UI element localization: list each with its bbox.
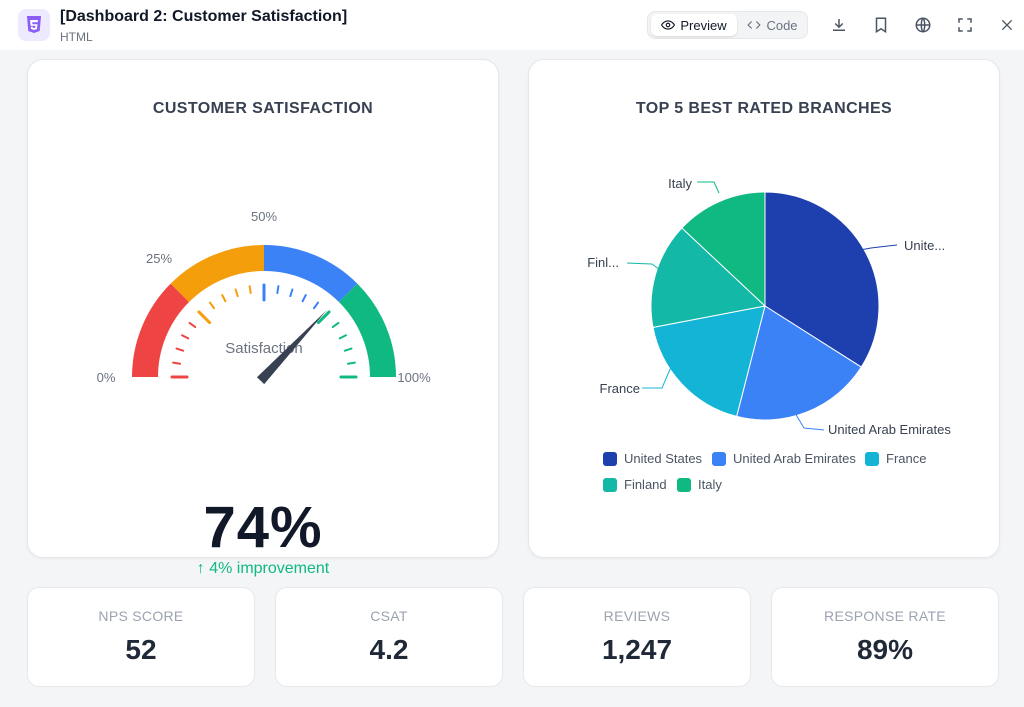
close-icon[interactable] bbox=[996, 14, 1018, 36]
legend-item-france[interactable]: France bbox=[865, 451, 926, 466]
gauge-label-100: 100% bbox=[397, 370, 431, 385]
gauge-label-50: 50% bbox=[251, 209, 277, 224]
legend-swatch bbox=[603, 477, 617, 492]
gauge-tick bbox=[175, 347, 185, 352]
gauge-segment-green bbox=[338, 283, 396, 377]
stat-label: REVIEWS bbox=[603, 608, 671, 624]
pie-label-france: France bbox=[600, 381, 640, 396]
stat-value: 1,247 bbox=[601, 634, 673, 665]
gauge-tick bbox=[188, 321, 197, 329]
pie-label-italy: Italy bbox=[668, 176, 692, 191]
gauge-tick bbox=[181, 334, 190, 340]
branches-pie-chart: Unite... United Arab Emirates France Fin… bbox=[587, 176, 951, 437]
callout-line-finland bbox=[626, 262, 664, 273]
callout-line-italy bbox=[697, 181, 720, 194]
satisfaction-card-title: CUSTOMER SATISFACTION bbox=[152, 100, 374, 117]
gauge-tick bbox=[312, 301, 320, 310]
globe-icon[interactable] bbox=[912, 14, 934, 36]
gauge-tick bbox=[208, 301, 216, 310]
satisfaction-value: 74% bbox=[203, 495, 323, 560]
code-label: Code bbox=[766, 17, 798, 33]
gauge-tick bbox=[221, 294, 227, 303]
gauge-tick bbox=[316, 310, 331, 325]
stat-card-csat: CSAT 4.2 bbox=[275, 587, 503, 687]
satisfaction-card: CUSTOMER SATISFACTION 0% 25% 50% 100% Sa… bbox=[27, 59, 499, 577]
legend-swatch bbox=[677, 477, 691, 492]
download-icon[interactable] bbox=[828, 14, 850, 36]
bookmark-icon[interactable] bbox=[870, 14, 892, 36]
gauge-tick bbox=[346, 361, 356, 365]
pie-label-uae: United Arab Emirates bbox=[828, 422, 951, 437]
pie-label-finland: Finl... bbox=[587, 255, 619, 270]
pie-slice-united-arab-emirates[interactable] bbox=[736, 305, 862, 421]
gauge-segment-blue bbox=[264, 245, 358, 303]
code-tab[interactable]: Code bbox=[740, 14, 805, 36]
legend-item-uae[interactable]: United Arab Emirates bbox=[712, 451, 856, 466]
preview-label: Preview bbox=[680, 17, 727, 33]
legend-label: Finland bbox=[624, 477, 667, 492]
pie-slice-finland[interactable] bbox=[650, 227, 767, 328]
html5-icon bbox=[18, 9, 50, 41]
window-title: [Dashboard 2: Customer Satisfaction] bbox=[60, 8, 348, 25]
file-type-label: HTML bbox=[60, 30, 93, 44]
stat-value: 52 bbox=[125, 634, 157, 665]
legend-item-united-states[interactable]: United States bbox=[603, 451, 702, 466]
gauge-tick bbox=[248, 285, 252, 295]
legend-item-italy[interactable]: Italy bbox=[677, 477, 722, 492]
pie-slice-united-states[interactable] bbox=[764, 191, 880, 368]
legend-label: Italy bbox=[698, 477, 722, 492]
legend-item-finland[interactable]: Finland bbox=[603, 477, 667, 492]
stat-card-reviews: REVIEWS 1,247 bbox=[523, 587, 751, 687]
gauge-tick bbox=[289, 288, 294, 298]
improvement-indicator: ↑ 4% improvement bbox=[196, 560, 330, 577]
gauge-tick bbox=[343, 347, 353, 352]
callout-line-uae bbox=[791, 407, 825, 431]
legend-label: United States bbox=[624, 451, 703, 466]
preview-tab[interactable]: Preview bbox=[651, 14, 737, 36]
gauge-tick bbox=[276, 285, 280, 295]
stat-value: 89% bbox=[856, 634, 914, 665]
stat-label: NPS SCORE bbox=[98, 608, 184, 624]
legend-swatch bbox=[603, 451, 617, 466]
fullscreen-icon[interactable] bbox=[954, 14, 976, 36]
gauge-tick bbox=[197, 310, 212, 325]
stat-label: CSAT bbox=[370, 608, 408, 624]
satisfaction-gauge: 0% 25% 50% 100% Satisfaction bbox=[97, 209, 431, 385]
gauge-tick bbox=[331, 321, 340, 329]
stat-card-nps: NPS SCORE 52 bbox=[27, 587, 255, 687]
callout-line-united-states bbox=[859, 244, 898, 251]
gauge-tick bbox=[172, 361, 182, 365]
pie-slice-italy[interactable] bbox=[681, 191, 766, 308]
branches-card-title: TOP 5 BEST RATED BRANCHES bbox=[635, 100, 893, 117]
gauge-tick bbox=[234, 288, 239, 298]
code-icon bbox=[747, 21, 762, 29]
callout-line-france bbox=[642, 366, 672, 389]
pie-label-united-states: Unite... bbox=[904, 238, 945, 253]
gauge-label-0: 0% bbox=[97, 370, 116, 385]
gauge-needle bbox=[256, 309, 327, 385]
window-header: [Dashboard 2: Customer Satisfaction] HTM… bbox=[0, 0, 1024, 50]
stat-value: 4.2 bbox=[369, 634, 409, 665]
legend-label: United Arab Emirates bbox=[733, 451, 856, 466]
gauge-tick bbox=[338, 334, 347, 340]
gauge-label-25: 25% bbox=[146, 251, 172, 266]
stat-label: RESPONSE RATE bbox=[824, 608, 946, 624]
legend-swatch bbox=[712, 451, 726, 466]
gauge-segment-orange bbox=[170, 245, 264, 303]
gauge-tick bbox=[301, 294, 307, 303]
gauge-segment-red bbox=[132, 283, 190, 377]
legend-label: France bbox=[886, 451, 927, 466]
legend-swatch bbox=[865, 451, 879, 466]
pie-slice-france[interactable] bbox=[652, 305, 766, 418]
eye-icon bbox=[661, 20, 676, 30]
view-toggle: Preview Code bbox=[647, 11, 808, 39]
stat-card-response-rate: RESPONSE RATE 89% bbox=[771, 587, 999, 687]
branches-card: TOP 5 BEST RATED BRANCHES Unite... Unite… bbox=[528, 59, 1000, 558]
